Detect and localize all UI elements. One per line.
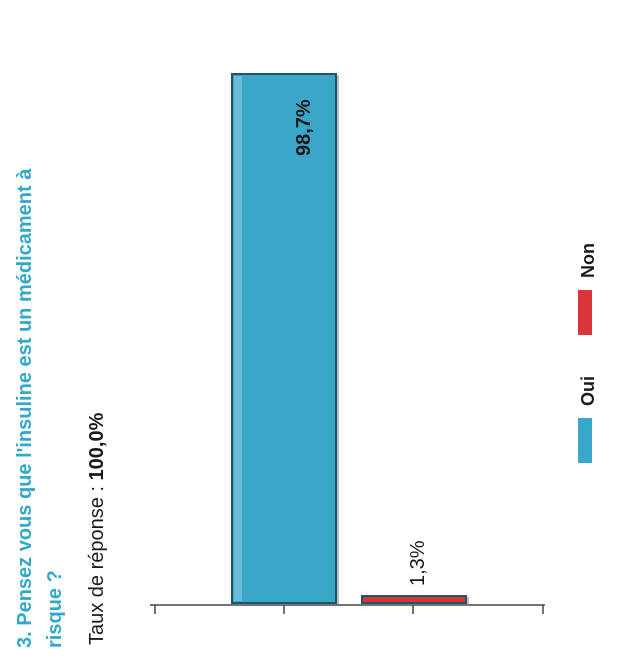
data-label-non: 1,3% [407,540,429,586]
bar-non [361,595,467,604]
data-label-oui: 98,7% [293,99,315,156]
legend-swatch-non [578,290,592,335]
bar-highlight-oui [234,76,242,601]
bar-oui [231,73,337,604]
legend-label-oui: Oui [578,376,598,406]
legend-label-non: Non [578,243,598,278]
legend-swatch-oui [578,418,592,463]
